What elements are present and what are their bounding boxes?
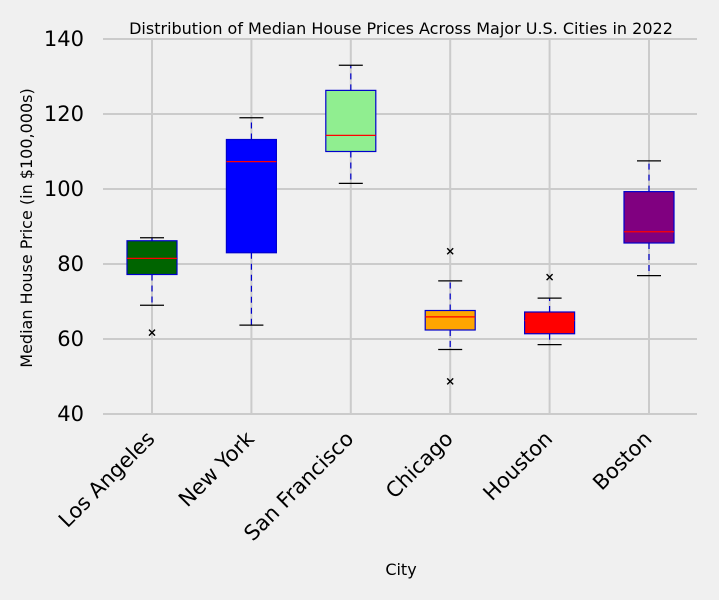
box-6 xyxy=(623,160,675,277)
box-1 xyxy=(126,237,178,337)
y-tick-labels: 40 60 80 100 120 140 xyxy=(44,27,84,426)
y-tick-label: 120 xyxy=(44,102,84,126)
grid-lines xyxy=(103,38,697,415)
box-iqr xyxy=(126,240,178,276)
box-3 xyxy=(325,64,377,184)
x-tick-label: Los Angeles xyxy=(54,427,160,533)
y-axis-label: Median House Price (in $100,000s) xyxy=(17,88,36,367)
y-tick-label: 40 xyxy=(57,402,84,426)
box-2 xyxy=(225,117,277,326)
x-tick-label: Chicago xyxy=(381,427,458,504)
x-tick-label: Houston xyxy=(478,427,557,506)
box-iqr xyxy=(225,138,277,254)
y-tick-label: 80 xyxy=(57,252,84,276)
box-5 xyxy=(523,273,576,346)
outlier-marker xyxy=(148,329,156,337)
box-series xyxy=(126,64,675,385)
y-tick-label: 60 xyxy=(57,327,84,351)
box-4 xyxy=(424,247,476,385)
box-iqr xyxy=(623,191,675,244)
y-tick-label: 100 xyxy=(44,177,84,201)
outlier-stroke xyxy=(148,329,156,337)
outlier-stroke xyxy=(446,377,454,385)
outlier-marker xyxy=(446,377,454,385)
x-tick-label: Boston xyxy=(588,427,656,495)
outlier-stroke xyxy=(446,247,454,255)
box-iqr xyxy=(523,311,576,335)
outlier-marker xyxy=(446,247,454,255)
x-tick-label: New York xyxy=(174,426,260,512)
box-iqr xyxy=(424,309,476,331)
outlier-stroke xyxy=(546,273,554,281)
outlier-marker xyxy=(546,273,554,281)
chart-title: Distribution of Median House Prices Acro… xyxy=(129,19,673,38)
box-iqr xyxy=(325,89,377,153)
y-tick-label: 140 xyxy=(44,27,84,51)
x-axis-label: City xyxy=(385,560,416,579)
